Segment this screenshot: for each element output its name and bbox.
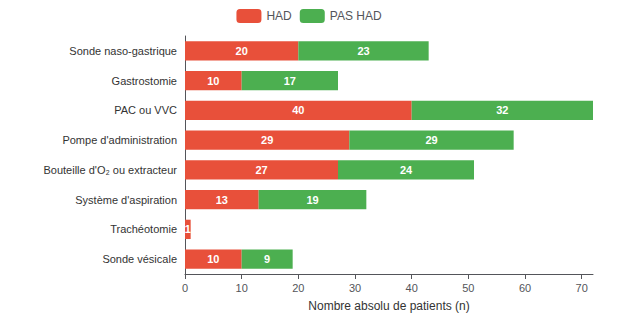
svg-text:40: 40 xyxy=(406,282,418,294)
svg-text:0: 0 xyxy=(182,282,188,294)
svg-text:20: 20 xyxy=(236,45,248,57)
svg-text:HAD: HAD xyxy=(266,9,292,23)
svg-text:Trachéotomie: Trachéotomie xyxy=(110,223,177,235)
svg-text:13: 13 xyxy=(216,194,228,206)
svg-text:17: 17 xyxy=(284,75,296,87)
svg-text:27: 27 xyxy=(255,164,267,176)
svg-text:20: 20 xyxy=(292,282,304,294)
svg-text:9: 9 xyxy=(264,253,270,265)
svg-text:10: 10 xyxy=(207,253,219,265)
svg-text:40: 40 xyxy=(292,104,304,116)
svg-text:10: 10 xyxy=(207,75,219,87)
svg-text:24: 24 xyxy=(400,164,413,176)
svg-text:50: 50 xyxy=(462,282,474,294)
svg-text:Gastrostomie: Gastrostomie xyxy=(112,75,177,87)
svg-text:Pompe d'administration: Pompe d'administration xyxy=(62,134,177,146)
svg-text:PAC ou VVC: PAC ou VVC xyxy=(114,104,177,116)
svg-text:32: 32 xyxy=(496,104,508,116)
svg-text:Nombre absolu de patients (n): Nombre absolu de patients (n) xyxy=(308,299,469,313)
svg-text:Sonde vésicale: Sonde vésicale xyxy=(102,253,177,265)
svg-text:23: 23 xyxy=(357,45,369,57)
svg-text:70: 70 xyxy=(576,282,588,294)
svg-text:19: 19 xyxy=(306,194,318,206)
svg-text:Système d'aspiration: Système d'aspiration xyxy=(75,194,177,206)
svg-text:10: 10 xyxy=(236,282,248,294)
svg-text:PAS HAD: PAS HAD xyxy=(330,9,382,23)
svg-text:Sonde naso-gastrique: Sonde naso-gastrique xyxy=(69,45,177,57)
svg-text:Bouteille d'O₂ ou extracteur: Bouteille d'O₂ ou extracteur xyxy=(43,164,177,176)
svg-text:30: 30 xyxy=(349,282,361,294)
svg-text:29: 29 xyxy=(425,134,437,146)
svg-text:1: 1 xyxy=(185,223,191,235)
svg-text:29: 29 xyxy=(261,134,273,146)
svg-text:60: 60 xyxy=(519,282,531,294)
